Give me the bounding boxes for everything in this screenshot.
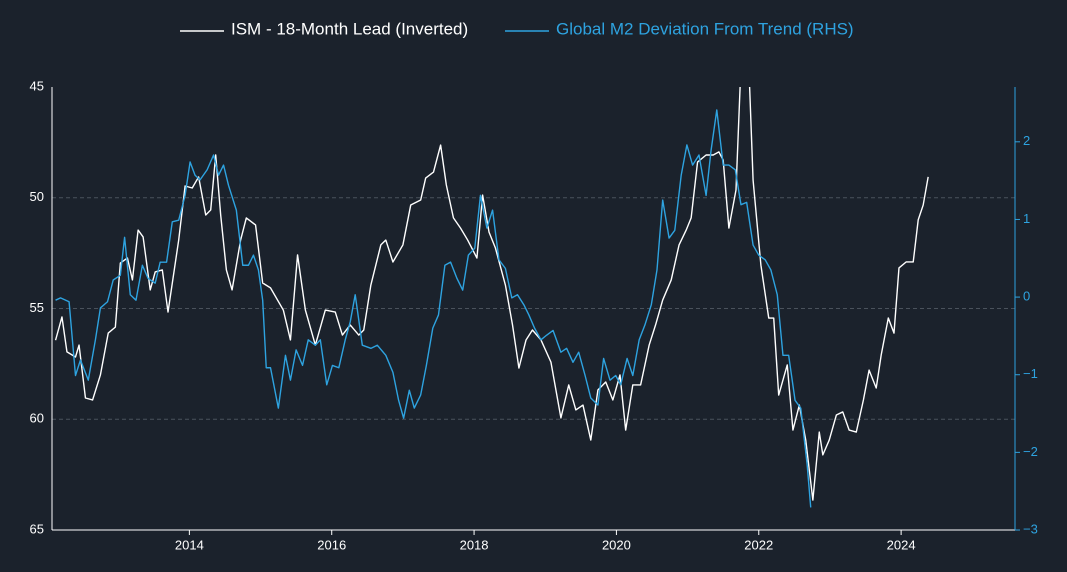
data-line bbox=[54, 87, 929, 501]
x-tick-label: 2020 bbox=[602, 537, 631, 552]
x-tick-label: 2024 bbox=[887, 537, 916, 552]
y2-tick-label: 0 bbox=[1023, 289, 1030, 304]
data-line bbox=[55, 109, 812, 508]
y2-tick-label: −1 bbox=[1023, 366, 1038, 381]
x-tick-label: 2022 bbox=[744, 537, 773, 552]
y2-tick-label: −3 bbox=[1023, 521, 1038, 536]
x-tick-label: 2016 bbox=[317, 537, 346, 552]
legend: ISM - 18-Month Lead (Inverted) Global M2 … bbox=[180, 19, 854, 38]
y2-tick-label: −2 bbox=[1023, 444, 1038, 459]
y-tick-label: 50 bbox=[30, 189, 44, 204]
legend-label: ISM - 18-Month Lead (Inverted) bbox=[231, 19, 468, 38]
x-tick-label: 2018 bbox=[460, 537, 489, 552]
y-tick-label: 60 bbox=[30, 411, 44, 426]
y2-tick-label: 2 bbox=[1023, 133, 1030, 148]
y2-tick-label: 1 bbox=[1023, 211, 1030, 226]
legend-label: Global M2 Deviation From Trend (RHS) bbox=[556, 19, 854, 38]
y-tick-label: 45 bbox=[30, 78, 44, 93]
y-tick-label: 55 bbox=[30, 300, 44, 315]
y-tick-label: 65 bbox=[30, 521, 44, 536]
plot-area bbox=[54, 87, 929, 508]
x-tick-label: 2014 bbox=[175, 537, 204, 552]
